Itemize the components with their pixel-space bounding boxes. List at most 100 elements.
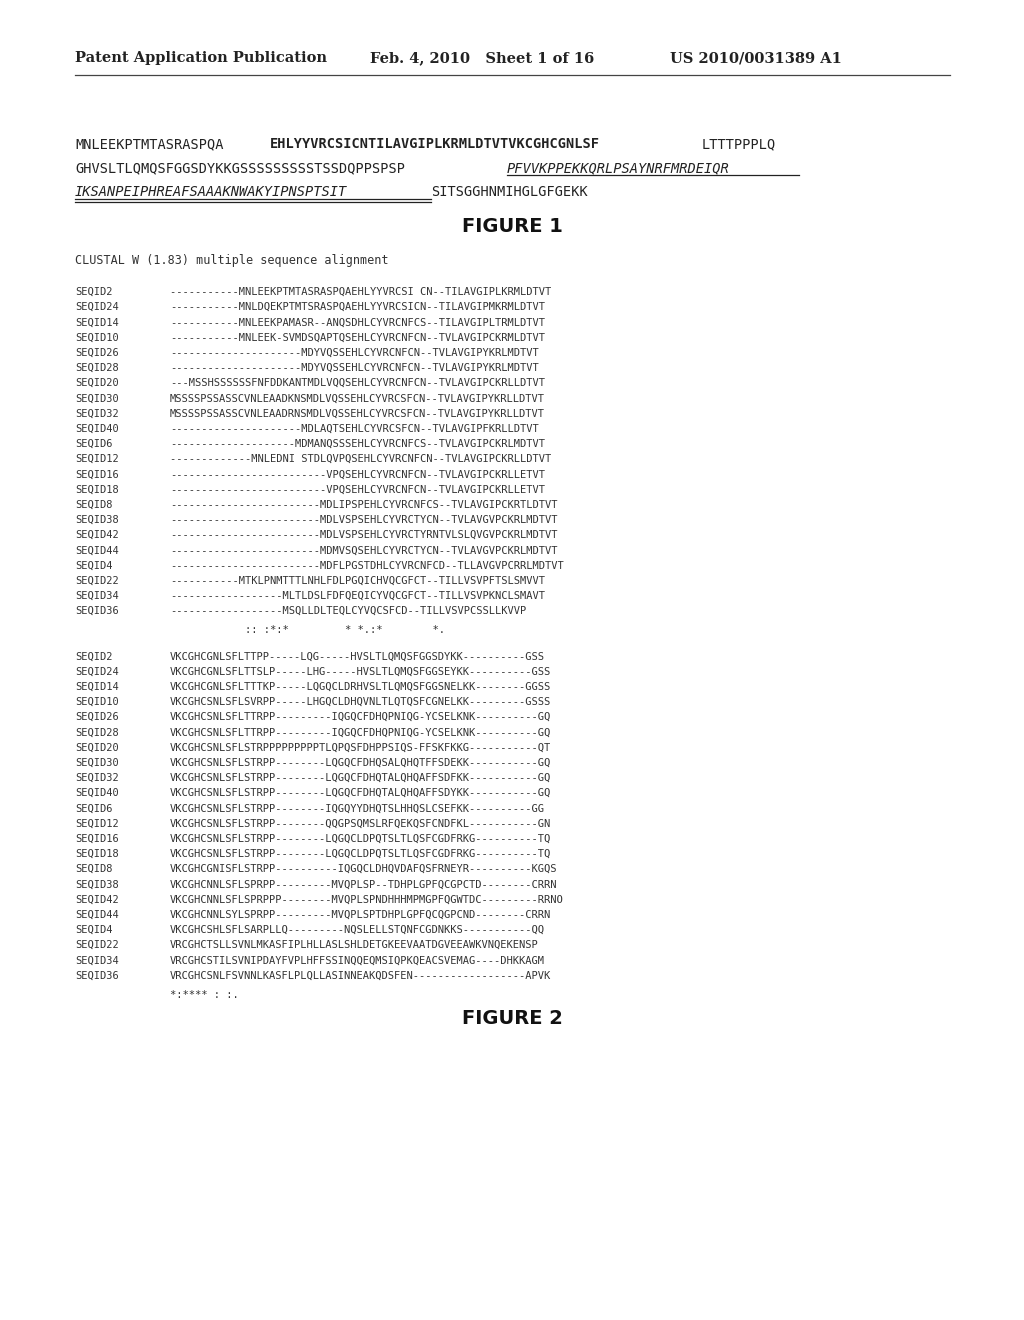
- Text: GHVSLTLQMQSFGGSDYKKGSSSSSSSSSTSSDQPPSPSP: GHVSLTLQMQSFGGSDYKKGSSSSSSSSSTSSDQPPSPSP: [75, 161, 406, 176]
- Text: SEQID38: SEQID38: [75, 879, 119, 890]
- Text: Feb. 4, 2010   Sheet 1 of 16: Feb. 4, 2010 Sheet 1 of 16: [370, 51, 594, 65]
- Text: SEQID40: SEQID40: [75, 424, 119, 434]
- Text: SEQID34: SEQID34: [75, 591, 119, 601]
- Text: VKCGHCSNLSFLSTRPP--------LQGQCLDPQTSLTLQSFCGDFRKG----------TQ: VKCGHCSNLSFLSTRPP--------LQGQCLDPQTSLTLQ…: [170, 849, 551, 859]
- Text: VKCGHCSNLSFLSTRPP--------QQGPSQMSLRFQEKQSFCNDFKL-----------GN: VKCGHCSNLSFLSTRPP--------QQGPSQMSLRFQEKQ…: [170, 818, 551, 829]
- Text: SEQID18: SEQID18: [75, 849, 119, 859]
- Text: -----------MNLDQEKPTMTSRASPQAEHLYYVRCSICN--TILAVGIPMKRMLDTVT: -----------MNLDQEKPTMTSRASPQAEHLYYVRCSIC…: [170, 302, 545, 313]
- Text: VKCGHCGNLSFLTTTKP-----LQGQCLDRHVSLTLQMQSFGGSNELKK--------GGSS: VKCGHCGNLSFLTTTKP-----LQGQCLDRHVSLTLQMQS…: [170, 682, 551, 692]
- Text: SEQID28: SEQID28: [75, 363, 119, 374]
- Text: PFVVKPPEKKQRLPSAYNRFMRDEIQR: PFVVKPPEKKQRLPSAYNRFMRDEIQR: [507, 161, 730, 176]
- Text: ---MSSHSSSSSSFNFDDKANTMDLVQQSEHLCYVRCNFCN--TVLAVGIPCKRLLDTVT: ---MSSHSSSSSSFNFDDKANTMDLVQQSEHLCYVRCNFC…: [170, 379, 545, 388]
- Text: SITSGGHNMIHGLGFGEKK: SITSGGHNMIHGLGFGEKK: [431, 185, 588, 199]
- Text: SEQID42: SEQID42: [75, 895, 119, 904]
- Text: VKCGHCSNLSFLSVRPP-----LHGQCLDHQVNLTLQTQSFCGNELKK---------GSSS: VKCGHCSNLSFLSVRPP-----LHGQCLDHQVNLTLQTQS…: [170, 697, 551, 708]
- Text: SEQID10: SEQID10: [75, 333, 119, 343]
- Text: ------------------MLTLDSLFDFQEQICYVQCGFCT--TILLVSVPKNCLSMAVT: ------------------MLTLDSLFDFQEQICYVQCGFC…: [170, 591, 545, 601]
- Text: SEQID4: SEQID4: [75, 925, 113, 935]
- Text: ------------------------MDLVSPSEHLCYVRCTYRNTVLSLQVGVPCKRLMDTVT: ------------------------MDLVSPSEHLCYVRCT…: [170, 531, 557, 540]
- Text: SEQID16: SEQID16: [75, 834, 119, 843]
- Text: ------------------------MDLIPSPEHLCYVRCNFCS--TVLAVGIPCKRTLDTVT: ------------------------MDLIPSPEHLCYVRCN…: [170, 500, 557, 510]
- Text: :: :*:*         * *.:*        *.: :: :*:* * *.:* *.: [170, 626, 445, 635]
- Text: SEQID40: SEQID40: [75, 788, 119, 799]
- Text: SEQID6: SEQID6: [75, 440, 113, 449]
- Text: VKCGHCSNLSFLSTRPPPPPPPPPTLQPQSFDHPPSIQS-FFSKFKKG-----------QT: VKCGHCSNLSFLSTRPPPPPPPPPTLQPQSFDHPPSIQS-…: [170, 743, 551, 752]
- Text: VKCGHCNNLSFLSPRPPP--------MVQPLSPNDHHHMPMGPFQGWTDC---------RRNO: VKCGHCNNLSFLSPRPPP--------MVQPLSPNDHHHMP…: [170, 895, 564, 904]
- Text: *:**** : :.: *:**** : :.: [170, 990, 239, 999]
- Text: EHLYYVRCSICNTILAVGIPLKRMLDTVTVKCGHCGNLSF: EHLYYVRCSICNTILAVGIPLKRMLDTVTVKCGHCGNLSF: [269, 137, 599, 150]
- Text: SEQID30: SEQID30: [75, 393, 119, 404]
- Text: IKSANPEIPHREAFSAAAKNWAKYIPNSPTSIT: IKSANPEIPHREAFSAAAKNWAKYIPNSPTSIT: [75, 185, 347, 199]
- Text: SEQID24: SEQID24: [75, 302, 119, 313]
- Text: ------------------MSQLLDLTEQLCYVQCSFCD--TILLVSVPCSSLLKVVP: ------------------MSQLLDLTEQLCYVQCSFCD--…: [170, 606, 526, 616]
- Text: VKCGHCSNLSFLTTRPP---------IQGQCFDHQPNIQG-YCSELKNK----------GQ: VKCGHCSNLSFLTTRPP---------IQGQCFDHQPNIQG…: [170, 727, 551, 738]
- Text: Patent Application Publication: Patent Application Publication: [75, 51, 327, 65]
- Text: SEQID36: SEQID36: [75, 970, 119, 981]
- Text: SEQID42: SEQID42: [75, 531, 119, 540]
- Text: VRCGHCSTILSVNIPDAYFVPLHFFSSINQQEQMSIQPKQEACSVEMAG----DHKKAGM: VRCGHCSTILSVNIPDAYFVPLHFFSSINQQEQMSIQPKQ…: [170, 956, 545, 965]
- Text: SEQID12: SEQID12: [75, 818, 119, 829]
- Text: VKCGHCNNLSYLSPRPP---------MVQPLSPTDHPLGPFQCQGPCND--------CRRN: VKCGHCNNLSYLSPRPP---------MVQPLSPTDHPLGP…: [170, 909, 551, 920]
- Text: CLUSTAL W (1.83) multiple sequence alignment: CLUSTAL W (1.83) multiple sequence align…: [75, 253, 388, 267]
- Text: SEQID2: SEQID2: [75, 651, 113, 661]
- Text: -----------MNLEEKPTMTASRASPQAEHLYYVRCSI CN--TILAVGIPLKRMLDTVT: -----------MNLEEKPTMTASRASPQAEHLYYVRCSI …: [170, 286, 551, 297]
- Text: VKCGHCSNLSFLSTRPP--------LQGQCLDPQTSLTLQSFCGDFRKG----------TQ: VKCGHCSNLSFLSTRPP--------LQGQCLDPQTSLTLQ…: [170, 834, 551, 843]
- Text: SEQID14: SEQID14: [75, 317, 119, 327]
- Text: -------------MNLEDNI STDLQVPQSEHLCYVRCNFCN--TVLAVGIPCKRLLDTVT: -------------MNLEDNI STDLQVPQSEHLCYVRCNF…: [170, 454, 551, 465]
- Text: ------------------------MDLVSPSEHLCYVRCTYCN--TVLAVGVPCKRLMDTVT: ------------------------MDLVSPSEHLCYVRCT…: [170, 515, 557, 525]
- Text: VKCGHCSNLSFLSTRPP--------IQGQYYDHQTSLHHQSLCSEFKK----------GG: VKCGHCSNLSFLSTRPP--------IQGQYYDHQTSLHHQ…: [170, 804, 545, 813]
- Text: SEQID26: SEQID26: [75, 347, 119, 358]
- Text: SEQID4: SEQID4: [75, 561, 113, 570]
- Text: SEQID8: SEQID8: [75, 500, 113, 510]
- Text: SEQID32: SEQID32: [75, 409, 119, 418]
- Text: SEQID34: SEQID34: [75, 956, 119, 965]
- Text: SEQID20: SEQID20: [75, 379, 119, 388]
- Text: -----------MNLEEKPAMASR--ANQSDHLCYVRCNFCS--TILAVGIPLTRMLDTVT: -----------MNLEEKPAMASR--ANQSDHLCYVRCNFC…: [170, 317, 545, 327]
- Text: SEQID22: SEQID22: [75, 576, 119, 586]
- Text: SEQID10: SEQID10: [75, 697, 119, 708]
- Text: VKCGHCNNLSFLSPRPP---------MVQPLSP--TDHPLGPFQCGPCTD--------CRRN: VKCGHCNNLSFLSPRPP---------MVQPLSP--TDHPL…: [170, 879, 557, 890]
- Text: VKCGHCSNLSFLSTRPP--------LQGQCFDHQTALQHQAFFSDFKK-----------GQ: VKCGHCSNLSFLSTRPP--------LQGQCFDHQTALQHQ…: [170, 774, 551, 783]
- Text: SEQID36: SEQID36: [75, 606, 119, 616]
- Text: SEQID38: SEQID38: [75, 515, 119, 525]
- Text: SEQID44: SEQID44: [75, 909, 119, 920]
- Text: SEQID24: SEQID24: [75, 667, 119, 677]
- Text: -------------------------VPQSEHLCYVRCNFCN--TVLAVGIPCKRLLETVT: -------------------------VPQSEHLCYVRCNFC…: [170, 484, 545, 495]
- Text: ---------------------MDLAQTSEHLCYVRCSFCN--TVLAVGIPFKRLLDTVT: ---------------------MDLAQTSEHLCYVRCSFCN…: [170, 424, 539, 434]
- Text: VKCGHCGNLSFLTTSLP-----LHG-----HVSLTLQMQSFGGSEYKK----------GSS: VKCGHCGNLSFLTTSLP-----LHG-----HVSLTLQMQS…: [170, 667, 551, 677]
- Text: SEQID8: SEQID8: [75, 865, 113, 874]
- Text: VKCGHCSNLSFLSTRPP--------LQGQCFDHQTALQHQAFFSDYKK-----------GQ: VKCGHCSNLSFLSTRPP--------LQGQCFDHQTALQHQ…: [170, 788, 551, 799]
- Text: -------------------------VPQSEHLCYVRCNFCN--TVLAVGIPCKRLLETVT: -------------------------VPQSEHLCYVRCNFC…: [170, 470, 545, 479]
- Text: VKCGHCSHLSFLSARPLLQ---------NQSLELLSTQNFCGDNKKS-----------QQ: VKCGHCSHLSFLSARPLLQ---------NQSLELLSTQNF…: [170, 925, 545, 935]
- Text: SEQID12: SEQID12: [75, 454, 119, 465]
- Text: SEQID44: SEQID44: [75, 545, 119, 556]
- Text: -----------MNLEEK-SVMDSQAPTQSEHLCYVRCNFCN--TVLAVGIPCKRMLDTVT: -----------MNLEEK-SVMDSQAPTQSEHLCYVRCNFC…: [170, 333, 545, 343]
- Text: MNLEEKPTMTASRASPQA: MNLEEKPTMTASRASPQA: [75, 137, 223, 150]
- Text: SEQID6: SEQID6: [75, 804, 113, 813]
- Text: SEQID28: SEQID28: [75, 727, 119, 738]
- Text: VKCGHCGNISFLSTRPP----------IQGQCLDHQVDAFQSFRNEYR----------KGQS: VKCGHCGNISFLSTRPP----------IQGQCLDHQVDAF…: [170, 865, 557, 874]
- Text: SEQID26: SEQID26: [75, 713, 119, 722]
- Text: SEQID16: SEQID16: [75, 470, 119, 479]
- Text: SEQID14: SEQID14: [75, 682, 119, 692]
- Text: VKCGHCSNLSFLTTRPP---------IQGQCFDHQPNIQG-YCSELKNK----------GQ: VKCGHCSNLSFLTTRPP---------IQGQCFDHQPNIQG…: [170, 713, 551, 722]
- Text: ------------------------MDFLPGSTDHLCYVRCNFCD--TLLAVGVPCRRLMDTVT: ------------------------MDFLPGSTDHLCYVRC…: [170, 561, 564, 570]
- Text: MSSSSPSSASSCVNLEAADKNSMDLVQSSEHLCYVRCSFCN--TVLAVGIPYKRLLDTVT: MSSSSPSSASSCVNLEAADKNSMDLVQSSEHLCYVRCSFC…: [170, 393, 545, 404]
- Text: SEQID22: SEQID22: [75, 940, 119, 950]
- Text: LTTTPPPLQ: LTTTPPPLQ: [701, 137, 775, 150]
- Text: SEQID30: SEQID30: [75, 758, 119, 768]
- Text: SEQID20: SEQID20: [75, 743, 119, 752]
- Text: ------------------------MDMVSQSEHLCYVRCTYCN--TVLAVGVPCKRLMDTVT: ------------------------MDMVSQSEHLCYVRCT…: [170, 545, 557, 556]
- Text: VKCGHCGNLSFLTTPP-----LQG-----HVSLTLQMQSFGGSDYKK----------GSS: VKCGHCGNLSFLTTPP-----LQG-----HVSLTLQMQSF…: [170, 651, 545, 661]
- Text: US 2010/0031389 A1: US 2010/0031389 A1: [670, 51, 842, 65]
- Text: VRCGHCTSLLSVNLMKASFIPLHLLASLSHLDETGKEEVAATDGVEEAWKVNQEKENSP: VRCGHCTSLLSVNLMKASFIPLHLLASLSHLDETGKEEVA…: [170, 940, 539, 950]
- Text: MSSSSPSSASSCVNLEAADRNSMDLVQSSEHLCYVRCSFCN--TVLAVGIPYKRLLDTVT: MSSSSPSSASSCVNLEAADRNSMDLVQSSEHLCYVRCSFC…: [170, 409, 545, 418]
- Text: ---------------------MDYVQSSEHLCYVRCNFCN--TVLAVGIPYKRLMDTVT: ---------------------MDYVQSSEHLCYVRCNFCN…: [170, 363, 539, 374]
- Text: FIGURE 2: FIGURE 2: [462, 1008, 562, 1028]
- Text: SEQID32: SEQID32: [75, 774, 119, 783]
- Text: SEQID2: SEQID2: [75, 286, 113, 297]
- Text: VKCGHCSNLSFLSTRPP--------LQGQCFDHQSALQHQTFFSDEKK-----------GQ: VKCGHCSNLSFLSTRPP--------LQGQCFDHQSALQHQ…: [170, 758, 551, 768]
- Text: ---------------------MDYVQSSEHLCYVRCNFCN--TVLAVGIPYKRLMDTVT: ---------------------MDYVQSSEHLCYVRCNFCN…: [170, 347, 539, 358]
- Text: FIGURE 1: FIGURE 1: [462, 216, 562, 236]
- Text: SEQID18: SEQID18: [75, 484, 119, 495]
